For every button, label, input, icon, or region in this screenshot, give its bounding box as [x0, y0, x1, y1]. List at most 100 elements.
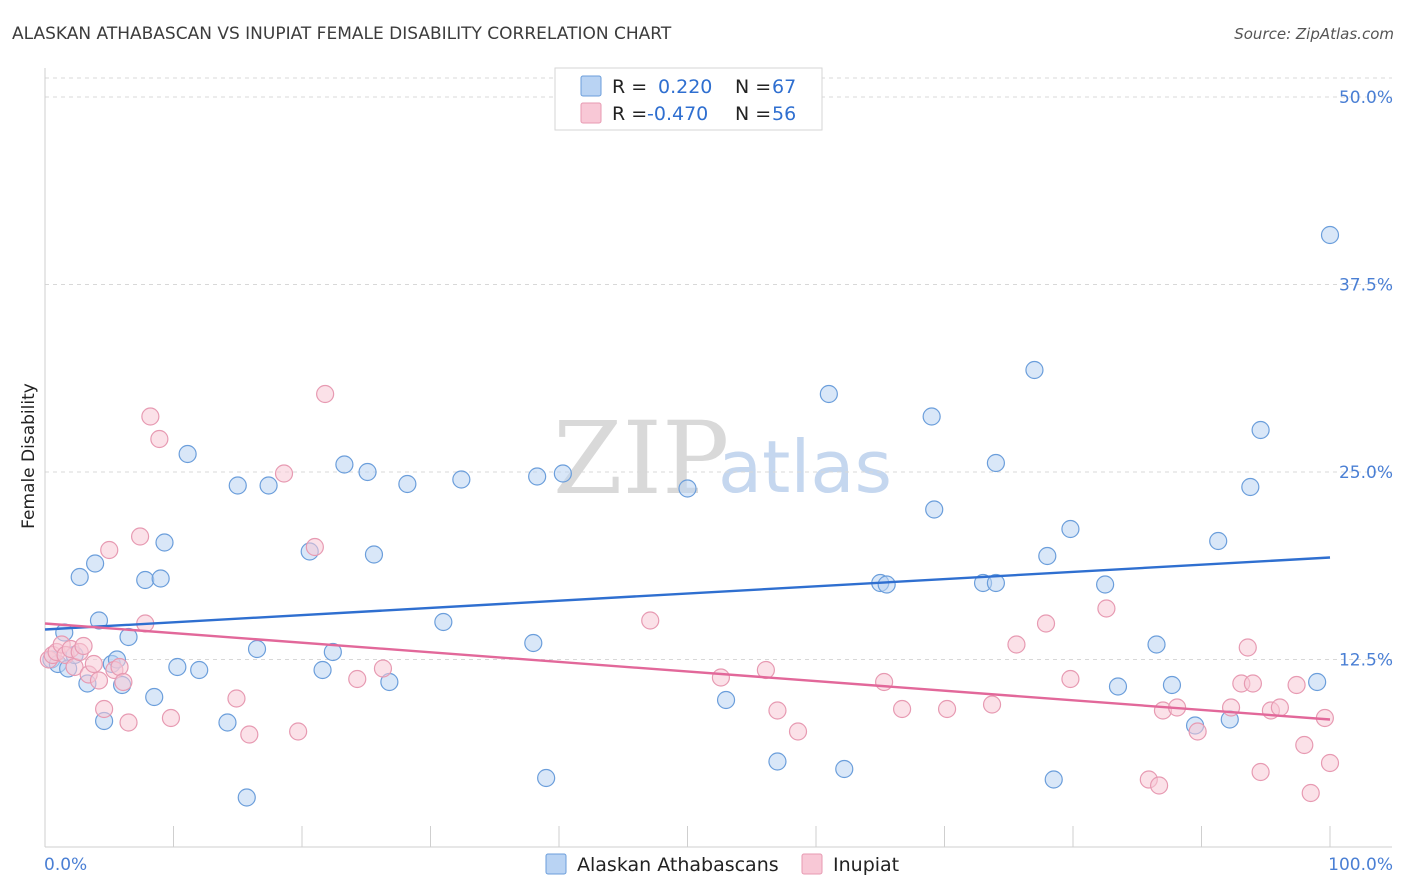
y-tick-label-2: 37.5% [1339, 276, 1393, 296]
inupiat-point-59 [1320, 753, 1340, 773]
athabascan-point-33 [398, 474, 417, 494]
inupiat-point-57 [1301, 783, 1320, 803]
watermark-atlas: atlas [718, 425, 892, 509]
athabascan-point-65 [1308, 672, 1327, 692]
athabascan-point-48 [925, 500, 944, 519]
inupiat-point-41 [1036, 614, 1056, 633]
inupiat-point-34 [768, 701, 787, 720]
x-tick-label-max: 100.0% [1328, 855, 1393, 875]
legend-swatch-blue [580, 75, 602, 97]
athabascan-point-40 [678, 479, 697, 498]
inupiat-point-20 [141, 407, 160, 426]
athabascan-point-5 [70, 567, 89, 587]
inupiat-point-52 [1251, 762, 1270, 782]
athabascan-point-46 [877, 575, 896, 594]
athabascan-point-31 [364, 545, 384, 564]
athabascan-point-54 [1044, 770, 1063, 789]
inupiat-point-38 [937, 699, 957, 719]
legend-n-label-1: N = [735, 76, 771, 98]
athabascan-point-51 [986, 453, 1006, 473]
athabascan-point-14 [136, 570, 155, 590]
athabascan-point-61 [1209, 531, 1228, 551]
athabascan-point-29 [335, 455, 354, 474]
legend-swatch-alaskan-athabascans [545, 853, 567, 875]
athabascan-point-18 [168, 657, 187, 677]
inupiat-point-27 [305, 537, 324, 557]
athabascan-point-64 [1251, 420, 1270, 440]
legend-swatch-inupiat [801, 853, 823, 875]
legend-n-value-1: 67 [772, 76, 796, 98]
inupiat-point-30 [373, 659, 393, 678]
inupiat-point-15 [110, 657, 129, 677]
y-tick-label-0: 12.5% [1339, 651, 1393, 671]
athabascan-point-63 [1241, 477, 1260, 497]
athabascan-point-7 [86, 554, 105, 573]
inupiat-point-28 [316, 384, 335, 404]
inupiat-point-32 [711, 668, 731, 687]
inupiat-point-37 [892, 699, 912, 719]
athabascan-point-23 [237, 788, 256, 807]
athabascan-point-15 [145, 687, 164, 707]
inupiat-point-36 [875, 672, 894, 692]
athabascan-point-16 [151, 569, 170, 588]
athabascan-point-38 [537, 768, 556, 788]
athabascan-point-41 [716, 690, 736, 710]
x-tick-label-min: 0.0% [44, 855, 87, 875]
inupiat-point-25 [274, 464, 294, 483]
athabascan-point-42 [768, 752, 787, 771]
inupiat-trend-line [44, 622, 1331, 721]
inupiat-point-24 [240, 725, 259, 744]
athabascan-point-20 [190, 660, 209, 680]
inupiat-point-31 [641, 611, 660, 630]
legend-r-label-1: R = [612, 76, 647, 98]
inupiat-point-35 [788, 722, 808, 741]
source-text: Source: ZipAtlas.com [1234, 25, 1394, 43]
athabascan-point-8 [89, 611, 109, 630]
athabascan-point-19 [178, 444, 197, 464]
athabascan-point-66 [1320, 225, 1340, 245]
athabascan-point-47 [922, 407, 941, 426]
athabascan-point-50 [986, 573, 1006, 593]
athabascan-point-52 [1025, 360, 1044, 380]
athabascan-trend-line [44, 556, 1331, 631]
inupiat-point-29 [348, 669, 367, 689]
legend-r-label-2: R = [612, 103, 647, 125]
inupiat-point-39 [982, 695, 1002, 714]
legend-r-value-2: -0.470 [647, 103, 708, 125]
axes [44, 68, 1392, 848]
correlation-legend: R = 0.220 N = 67 R = -0.470 N = 56 [554, 67, 823, 131]
y-tick-label-3: 50.0% [1339, 88, 1393, 108]
athabascan-point-34 [434, 612, 453, 632]
legend-label-inupiat: Inupiat [833, 854, 899, 876]
series-inupiat [39, 384, 1340, 803]
inupiat-point-42 [1061, 669, 1080, 689]
inupiat-point-54 [1270, 698, 1289, 717]
inupiat-point-48 [1188, 722, 1207, 741]
inupiat-point-8 [74, 636, 93, 656]
athabascan-point-37 [528, 467, 547, 486]
athabascan-point-13 [119, 627, 138, 647]
x-tick-labels: 0.0% 100.0% [44, 855, 1393, 875]
athabascan-point-17 [155, 533, 174, 552]
inupiat-point-21 [150, 429, 169, 449]
inupiat-point-56 [1295, 735, 1314, 755]
series-legend: Alaskan Athabascans Inupiat [545, 853, 899, 876]
gridlines [45, 77, 1392, 660]
inupiat-point-60 [1238, 638, 1257, 657]
legend-n-value-2: 56 [772, 103, 796, 125]
inupiat-point-16 [114, 672, 133, 692]
athabascan-point-28 [323, 642, 342, 662]
athabascan-point-24 [247, 639, 267, 659]
chart-title: ALASKAN ATHABASCAN VS INUPIAT FEMALE DIS… [12, 24, 672, 44]
legend-r-value-1: 0.220 [658, 76, 712, 98]
inupiat-point-12 [95, 699, 114, 719]
athabascan-point-57 [1108, 677, 1128, 696]
y-tick-label-1: 25.0% [1339, 463, 1393, 483]
athabascan-point-27 [313, 660, 332, 680]
inupiat-point-22 [161, 708, 181, 728]
athabascan-point-53 [1038, 546, 1057, 566]
athabascan-point-43 [819, 384, 838, 404]
inupiat-point-10 [84, 654, 103, 674]
trend-lines [44, 556, 1331, 721]
